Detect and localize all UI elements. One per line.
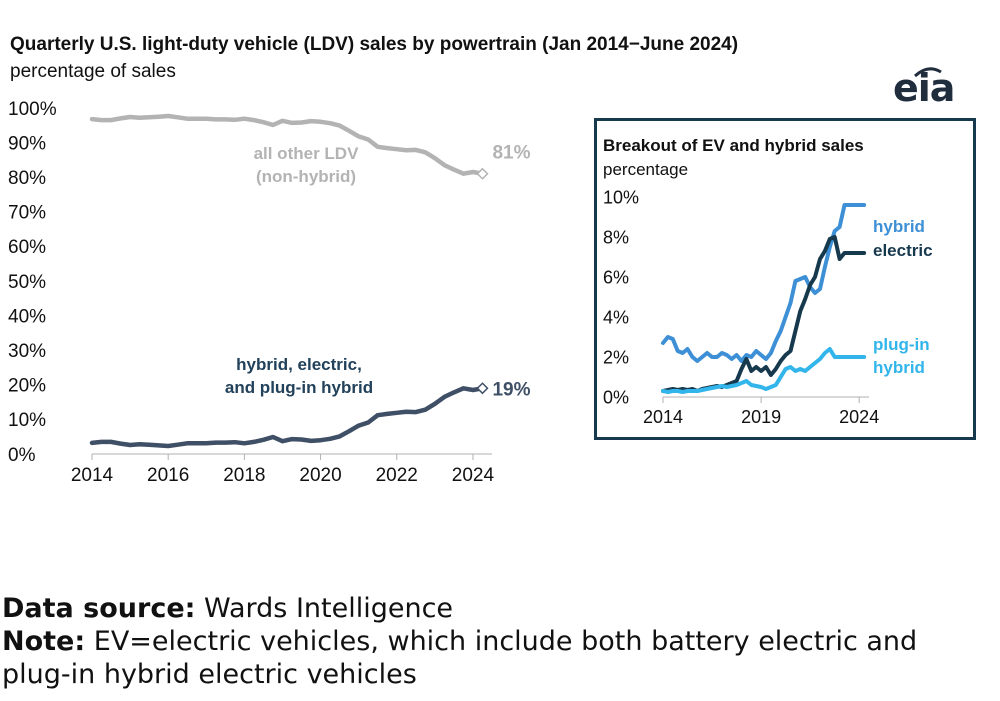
note-label: Note:: [2, 626, 86, 657]
inset-x-axis: 2014 2019 2024: [643, 397, 879, 427]
y-tick-label: 6%: [603, 267, 629, 287]
main-series-labels: 81% all other LDV (non-hybrid) 19% hybrid, e…: [225, 143, 531, 401]
y-tick-label: 60%: [8, 237, 46, 258]
main-x-axis: 2014 2016 2018 2020 2022 2024: [71, 454, 495, 486]
x-tick-label: 2024: [839, 407, 879, 427]
y-tick-label: 10%: [603, 187, 639, 207]
inset-subtitle: percentage: [603, 160, 688, 179]
inset-line-chart: Breakout of EV and hybrid sales percenta…: [603, 136, 933, 427]
data-source-line: Data source: Wards Intelligence: [2, 592, 992, 625]
end-value-label: 19%: [492, 379, 530, 400]
footer-notes: Data source: Wards Intelligence Note: EV…: [2, 592, 992, 691]
y-tick-label: 0%: [8, 445, 36, 466]
data-source-label: Data source:: [2, 593, 196, 624]
x-tick-label: 2018: [223, 465, 265, 486]
y-tick-label: 20%: [8, 376, 46, 397]
series-label: hybrid, electric,: [236, 355, 362, 374]
note-line: Note: EV=electric vehicles, which includ…: [2, 625, 992, 691]
y-tick-label: 70%: [8, 203, 46, 224]
logo-text: eia: [893, 66, 955, 110]
y-tick-label: 30%: [8, 341, 46, 362]
y-tick-label: 50%: [8, 272, 46, 293]
y-tick-label: 80%: [8, 168, 46, 189]
note-text: EV=electric vehicles, which include both…: [2, 626, 918, 690]
chart-title: Quarterly U.S. light-duty vehicle (LDV) …: [10, 34, 739, 55]
y-tick-label: 10%: [8, 410, 46, 431]
main-line-chart: 0%10%20%30%40%50%60%70%80%90%100% 2014 20…: [8, 99, 531, 486]
inset-frame: [594, 118, 976, 440]
y-tick-label: 4%: [603, 307, 629, 327]
series-line-all-other-ldv-non-hybrid: [89, 113, 485, 176]
x-tick-label: 2014: [71, 465, 114, 486]
series-line-plug-in-hybrid: [661, 347, 867, 394]
y-tick-label: 40%: [8, 306, 46, 327]
series-label: plug-in: [873, 335, 930, 354]
x-tick-label: 2019: [741, 407, 781, 427]
x-tick-label: 2022: [376, 465, 418, 486]
series-label: all other LDV: [254, 144, 360, 163]
end-value-label: 81%: [492, 143, 530, 164]
y-tick-label: 0%: [603, 387, 629, 407]
series-line-hybrid: [661, 203, 867, 363]
logo-swoosh-icon: [913, 67, 942, 78]
x-tick-label: 2020: [299, 465, 341, 486]
y-tick-label: 90%: [8, 133, 46, 154]
series-label: (non-hybrid): [256, 167, 356, 186]
y-tick-label: 8%: [603, 227, 629, 247]
series-label: and plug-in hybrid: [225, 378, 373, 397]
series-label: electric: [873, 241, 933, 260]
series-label: hybrid: [873, 358, 925, 377]
x-tick-label: 2016: [147, 465, 189, 486]
end-marker-hybrid-electric-and-plug-in-hybrid: [476, 382, 489, 395]
inset-title: Breakout of EV and hybrid sales: [603, 136, 864, 155]
x-tick-label: 2024: [452, 465, 495, 486]
chart-subtitle: percentage of sales: [10, 61, 176, 82]
x-tick-label: 2014: [643, 407, 683, 427]
y-tick-label: 2%: [603, 347, 629, 367]
series-line-hybrid-electric-and-plug-in-hybrid: [89, 386, 485, 449]
series-label: hybrid: [873, 217, 925, 236]
inset-series-labels: hybrid electric plug-in hybrid: [873, 217, 933, 377]
eia-logo: eia: [893, 66, 955, 110]
inset-series-group: [661, 203, 867, 394]
main-series-group: [89, 113, 489, 449]
inset-y-axis: 0% 2% 4% 6% 8% 10%: [603, 187, 639, 407]
main-y-axis: 0% 10% 20% 30% 40% 50% 60% 70% 80% 90% 100%: [8, 99, 57, 466]
y-tick-label: 100%: [8, 99, 57, 120]
series-line-electric: [661, 235, 867, 393]
end-marker-all-other-ldv-non-hybrid: [476, 167, 489, 180]
data-source-text: Wards Intelligence: [195, 593, 454, 624]
